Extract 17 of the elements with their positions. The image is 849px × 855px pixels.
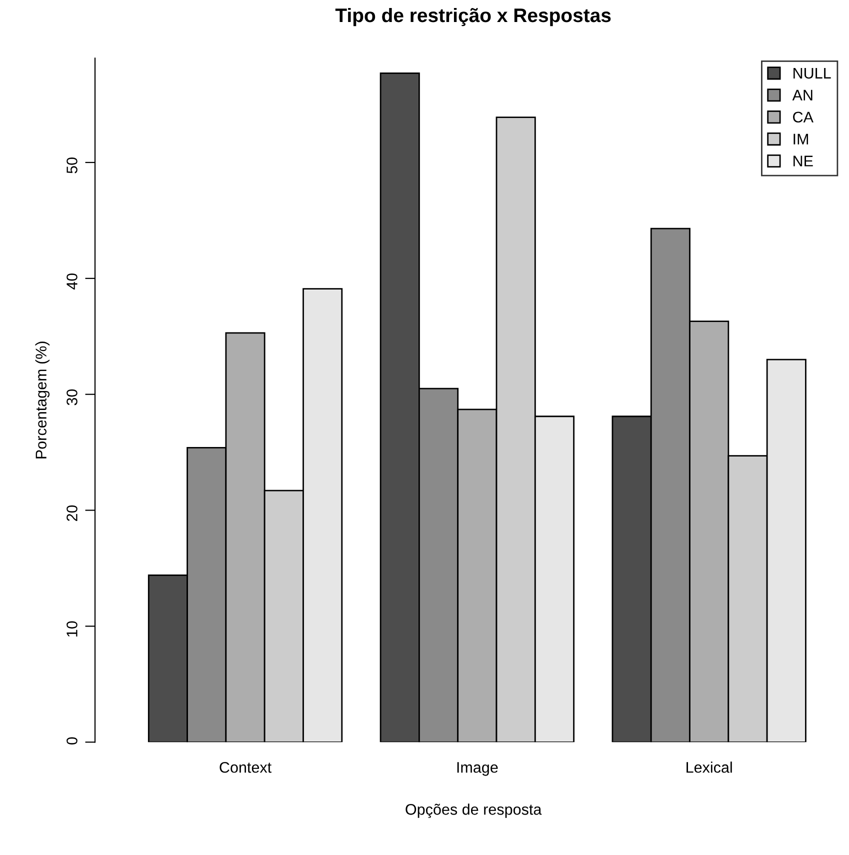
y-axis-title: Porcentagem (%): [35, 342, 50, 458]
legend-label: IM: [794, 134, 808, 144]
y-tick-label: 0: [66, 737, 78, 745]
legend-label: NE: [794, 156, 813, 166]
y-tick-label: 50: [66, 158, 78, 174]
legend-label: NULL: [794, 68, 831, 79]
y-tick-label: 20: [66, 505, 78, 521]
y-tick-label: 30: [66, 389, 78, 406]
y-tick-label: 10: [66, 621, 78, 636]
x-tick-label: Image: [457, 762, 498, 776]
y-tick-label: 40: [66, 273, 78, 290]
x-tick-label: Lexical: [686, 762, 732, 773]
legend-label: CA: [793, 112, 814, 123]
x-tick-label: Context: [220, 762, 272, 773]
x-axis-title: Opções de resposta: [406, 804, 542, 818]
legend-label: AN: [792, 90, 812, 100]
chart-title: Tipo de restrição x Respostas: [335, 8, 611, 26]
